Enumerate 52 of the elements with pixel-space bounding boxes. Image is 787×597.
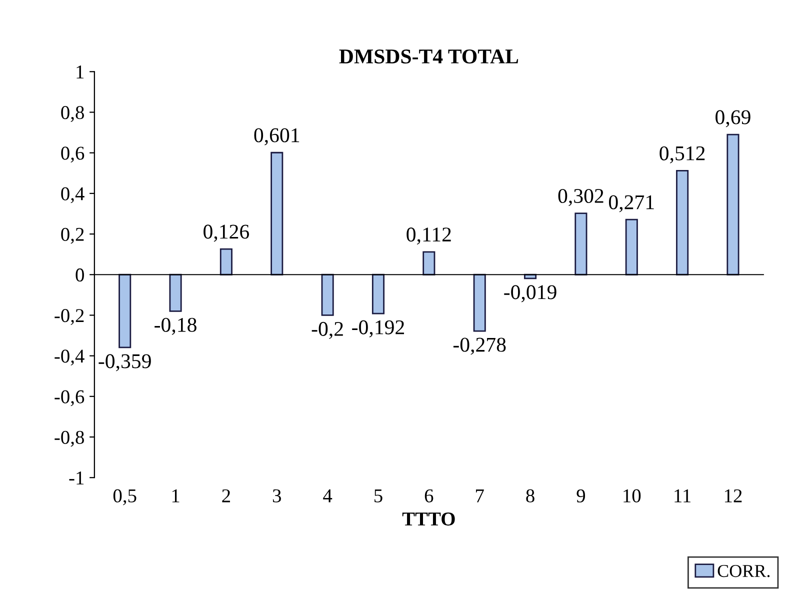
data-label: 0,69: [716, 110, 750, 128]
bar: [169, 274, 182, 312]
x-tick-label: 9: [576, 489, 586, 502]
y-tick-label: 0,2: [61, 228, 84, 244]
x-tick-label: 6: [424, 489, 434, 502]
bar: [321, 274, 334, 316]
data-label: 0,512: [660, 146, 705, 164]
bar: [726, 134, 740, 276]
y-tick-label: -0,2: [54, 309, 84, 325]
x-tick-label: 12: [724, 489, 742, 502]
x-tick-label: 4: [323, 489, 332, 502]
bar: [625, 218, 638, 276]
y-tick-label: -0,8: [54, 430, 84, 447]
bar: [676, 170, 689, 276]
data-label: 0,601: [254, 128, 300, 146]
x-tick-label: 0,5: [113, 489, 136, 506]
bar: [473, 274, 486, 332]
y-tick-label: 0,6: [61, 146, 84, 163]
x-tick-label: 8: [526, 489, 534, 502]
y-tick-label: 0,8: [61, 106, 84, 122]
x-tick-label: 11: [674, 489, 690, 502]
data-label: 0,302: [558, 188, 604, 206]
bar: [220, 248, 232, 276]
y-tick-label: -0,4: [54, 350, 84, 366]
bar: [118, 274, 132, 348]
data-label: 0,126: [204, 224, 250, 242]
bar: [574, 212, 588, 276]
x-tick-label: 10: [624, 489, 641, 502]
y-tick-label: 0,4: [61, 187, 84, 204]
y-tick-label: -0,6: [54, 390, 84, 406]
data-label: -0,192: [352, 320, 404, 338]
x-axis-title: TTTO: [402, 512, 455, 526]
bar: [372, 274, 385, 314]
data-label: -0,019: [504, 285, 556, 302]
x-tick-label: 7: [476, 489, 484, 502]
x-tick-label: 3: [272, 489, 281, 502]
x-tick-label: 2: [222, 489, 230, 502]
x-tick-label: 5: [374, 489, 382, 502]
data-label: 0,271: [608, 195, 654, 212]
y-tick-label: -1: [69, 472, 84, 484]
data-label: 0,112: [406, 228, 451, 245]
y-tick-label: 1: [76, 66, 84, 78]
legend-label: CORR.: [718, 564, 770, 578]
data-label: -0,359: [98, 354, 151, 372]
chart-title: DMSDS-T4 TOTAL: [339, 50, 518, 64]
data-label: -0,18: [154, 318, 196, 335]
data-label: -0,2: [312, 322, 343, 339]
data-label: -0,278: [453, 338, 506, 355]
y-tick-label: 0: [76, 268, 84, 282]
x-tick-label: 1: [172, 489, 180, 502]
bar: [270, 152, 284, 276]
bar: [422, 251, 436, 276]
